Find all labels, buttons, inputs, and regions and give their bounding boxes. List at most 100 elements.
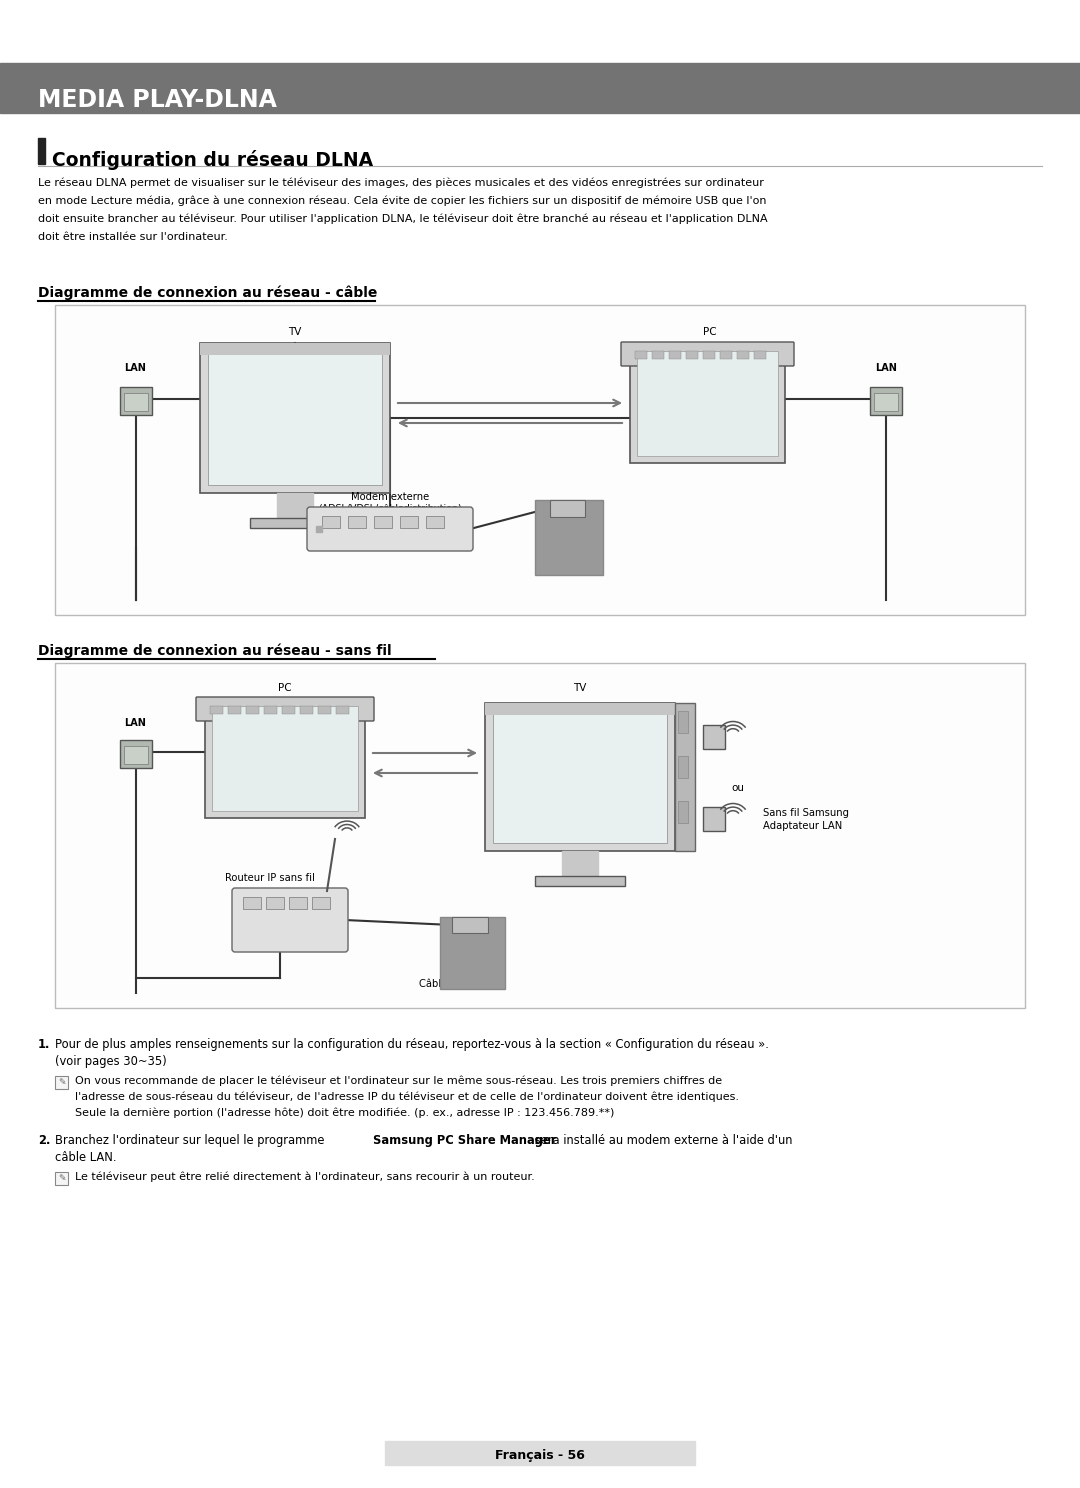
FancyBboxPatch shape — [195, 696, 374, 722]
Bar — [243, 897, 261, 909]
Text: TV: TV — [288, 327, 301, 336]
FancyBboxPatch shape — [232, 888, 348, 952]
FancyBboxPatch shape — [307, 507, 473, 551]
Polygon shape — [550, 500, 585, 516]
Bar — [0, 62, 1080, 113]
Text: Pour de plus amples renseignements sur la configuration du réseau, reportez-vous: Pour de plus amples renseignements sur l… — [55, 1039, 769, 1051]
Bar — [38, 138, 45, 164]
Bar — [675, 702, 696, 851]
Bar — [336, 705, 349, 714]
Bar — [686, 351, 698, 359]
Text: PC: PC — [279, 683, 292, 693]
Bar — [120, 740, 152, 768]
Text: (ADSL/VDSL/câblodistribution): (ADSL/VDSL/câblodistribution) — [319, 504, 462, 513]
Bar — [120, 387, 152, 415]
Bar — [200, 344, 390, 493]
Bar — [318, 705, 330, 714]
Bar — [874, 393, 897, 411]
Text: TV: TV — [573, 683, 586, 693]
Text: 1.: 1. — [38, 1039, 51, 1051]
Text: Modem externe: Modem externe — [351, 493, 429, 501]
Bar — [737, 351, 750, 359]
FancyBboxPatch shape — [621, 342, 794, 366]
Bar — [124, 745, 148, 763]
Bar — [669, 351, 681, 359]
Bar — [754, 351, 766, 359]
Bar — [322, 516, 340, 528]
Text: Routeur IP sans fil: Routeur IP sans fil — [225, 873, 315, 882]
Bar — [264, 705, 276, 714]
Text: ✎: ✎ — [57, 1174, 65, 1183]
Bar — [124, 393, 148, 411]
Polygon shape — [453, 917, 488, 933]
Bar — [535, 876, 625, 885]
Bar — [210, 705, 222, 714]
Text: Diagramme de connexion au réseau - câble: Diagramme de connexion au réseau - câble — [38, 286, 377, 299]
Text: ✎: ✎ — [57, 1077, 65, 1086]
Bar — [485, 702, 675, 851]
Text: sera installé au modem externe à l'aide d'un: sera installé au modem externe à l'aide … — [531, 1134, 793, 1147]
Bar — [870, 387, 902, 415]
Text: MEDIA PLAY-DLNA: MEDIA PLAY-DLNA — [38, 88, 276, 112]
Text: doit ensuite brancher au téléviseur. Pour utiliser l'application DLNA, le télévi: doit ensuite brancher au téléviseur. Pou… — [38, 214, 768, 225]
Bar — [400, 516, 418, 528]
Bar — [678, 801, 688, 823]
Bar — [384, 1440, 696, 1466]
Text: Branchez l'ordinateur sur lequel le programme: Branchez l'ordinateur sur lequel le prog… — [55, 1134, 328, 1147]
Text: l'adresse de sous-réseau du téléviseur, de l'adresse IP du téléviseur et de cell: l'adresse de sous-réseau du téléviseur, … — [75, 1092, 739, 1103]
Bar — [276, 493, 313, 518]
Text: en mode Lecture média, grâce à une connexion réseau. Cela évite de copier les fi: en mode Lecture média, grâce à une conne… — [38, 196, 767, 207]
Bar — [312, 897, 330, 909]
Bar — [703, 806, 725, 830]
Text: Diagramme de connexion au réseau - sans fil: Diagramme de connexion au réseau - sans … — [38, 643, 392, 658]
Text: (voir pages 30~35): (voir pages 30~35) — [55, 1055, 166, 1068]
Text: doit être installée sur l'ordinateur.: doit être installée sur l'ordinateur. — [38, 232, 228, 243]
Bar — [678, 711, 688, 734]
Bar — [289, 897, 307, 909]
Bar — [316, 525, 322, 533]
Text: LAN: LAN — [875, 363, 896, 373]
Bar — [562, 851, 598, 876]
Text: 2.: 2. — [38, 1134, 51, 1147]
Bar — [300, 705, 313, 714]
Bar — [492, 713, 667, 844]
Text: Samsung PC Share Manager: Samsung PC Share Manager — [373, 1134, 556, 1147]
Text: Seule la dernière portion (l'adresse hôte) doit être modifiée. (p. ex., adresse : Seule la dernière portion (l'adresse hôt… — [75, 1109, 615, 1119]
Text: Le téléviseur peut être relié directement à l'ordinateur, sans recourir à un rou: Le téléviseur peut être relié directemen… — [75, 1173, 535, 1183]
Bar — [55, 664, 1025, 1007]
Bar — [228, 705, 241, 714]
Text: câble LAN.: câble LAN. — [55, 1152, 117, 1164]
Text: Configuration du réseau DLNA: Configuration du réseau DLNA — [52, 150, 373, 170]
Bar — [55, 305, 1025, 615]
Bar — [55, 1173, 68, 1184]
Text: PC: PC — [703, 327, 717, 336]
Bar — [720, 351, 732, 359]
Text: Sans fil Samsung: Sans fil Samsung — [762, 808, 849, 818]
Text: Adaptateur LAN: Adaptateur LAN — [762, 821, 842, 830]
Bar — [200, 344, 390, 356]
Bar — [246, 705, 259, 714]
Text: Français - 56: Français - 56 — [495, 1448, 585, 1461]
Bar — [208, 353, 382, 485]
Bar — [212, 705, 357, 811]
Text: ou: ou — [731, 783, 744, 793]
Bar — [652, 351, 664, 359]
Bar — [703, 725, 725, 748]
Bar — [426, 516, 444, 528]
Bar — [703, 351, 715, 359]
Bar — [55, 1076, 68, 1089]
Bar — [678, 756, 688, 778]
Bar — [635, 351, 647, 359]
Text: Câble LAN: Câble LAN — [419, 979, 471, 990]
Text: On vous recommande de placer le téléviseur et l'ordinateur sur le même sous-rése: On vous recommande de placer le télévise… — [75, 1076, 723, 1086]
Bar — [485, 702, 675, 716]
Bar — [440, 917, 505, 990]
Bar — [374, 516, 392, 528]
Text: Le réseau DLNA permet de visualiser sur le téléviseur des images, des pièces mus: Le réseau DLNA permet de visualiser sur … — [38, 179, 764, 189]
Bar — [249, 518, 340, 528]
Bar — [630, 344, 785, 463]
Bar — [637, 351, 778, 455]
Bar — [282, 705, 295, 714]
Bar — [348, 516, 366, 528]
Text: LAN: LAN — [124, 719, 146, 728]
